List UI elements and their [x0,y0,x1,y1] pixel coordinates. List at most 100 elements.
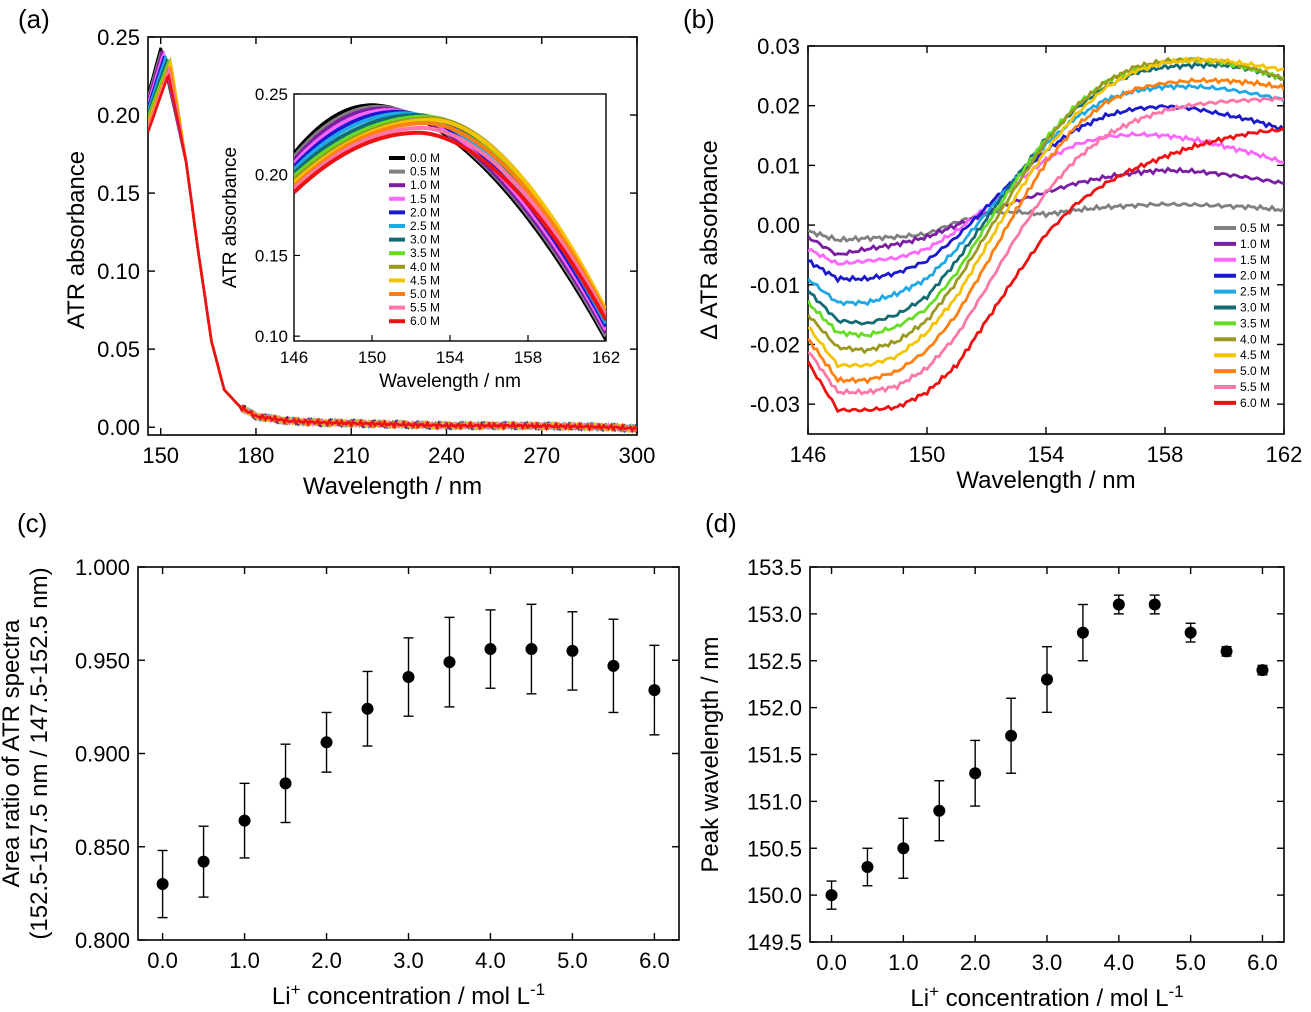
x-tick-label: 240 [428,443,465,468]
legend-label: 1.0 M [1240,237,1270,251]
inset-series-line [294,121,606,315]
panel-d: 0.0 1.0 2.0 3.0 4.0 5.0 6.0 149.5 150.0 150.5 151.… [697,508,1285,1012]
x-tick-label: 154 [1028,442,1065,467]
x-tick-label: 1.0 [888,950,919,975]
y-tick-label: 0.00 [97,415,140,440]
x-tick-label: 4.0 [475,948,506,973]
data-point [320,736,333,749]
data-point [484,643,497,656]
series-line [808,166,1284,257]
points [156,603,661,919]
x-tick-label: 2.0 [311,948,342,973]
inset-series-group [294,103,606,341]
panel-label: (d) [705,508,737,538]
legend-label: 3.0 M [1240,301,1270,315]
label-part: Li [272,983,291,1010]
x-tick-label: 146 [790,442,827,467]
legend-label: 4.0 M [1240,332,1270,346]
legend-label: 3.0 M [410,233,440,247]
y-tick-label: 0.800 [75,928,130,953]
x-tick-label: 2.0 [960,950,991,975]
data-point [933,804,946,817]
series-line [808,95,1284,396]
y-tick-label: 149.5 [747,930,802,955]
legend-label: 3.5 M [410,246,440,260]
y-tick-label: 0.05 [97,337,140,362]
legend-label: 2.0 M [1240,269,1270,283]
y-tick-label: 153.0 [747,602,802,627]
x-tick-label: 150 [909,442,946,467]
data-point [1148,598,1161,611]
x-tick-label: 210 [333,443,370,468]
inset-x-tick-label: 150 [358,348,386,367]
data-point [1005,729,1018,742]
data-point [566,644,579,657]
series-line [808,76,1284,385]
legend-label: 5.5 M [1240,380,1270,394]
legend-label: 1.0 M [410,178,440,192]
data-point [443,656,456,669]
superscript: -1 [530,980,545,999]
legend-label: 5.5 M [410,301,440,315]
x-tick-label: 5.0 [1175,950,1206,975]
inset-y-tick-label: 0.15 [255,246,288,265]
data-point [525,643,538,656]
inset-series-line [294,130,606,321]
y-axis-title: Peak wavelength / nm [697,636,724,872]
y-tick-label: 0.10 [97,259,140,284]
series-line [808,201,1284,243]
superscript: + [291,980,301,999]
data-point [361,702,374,715]
legend-label: 0.0 M [410,151,440,165]
x-tick-label: 270 [523,443,560,468]
data-point [648,684,661,697]
legend-label: 0.5 M [410,165,440,179]
y-tick-label: 152.5 [747,649,802,674]
series-group [808,55,1284,413]
inset-x-tick-label: 158 [514,348,542,367]
panel-c: 0.0 1.0 2.0 3.0 4.0 5.0 6.0 0.800 0.850 0.900 0.95… [0,508,680,1010]
x-tick-label: 3.0 [393,948,424,973]
inset-x-tick-label: 154 [436,348,464,367]
data-point [1076,626,1089,639]
y-tick-label: 0.20 [97,103,140,128]
y-tick-label: 0.850 [75,835,130,860]
legend-label: 4.0 M [410,260,440,274]
series-line [808,127,1284,413]
legend-label: 2.0 M [410,205,440,219]
data-point [197,855,210,868]
x-tick-label: 150 [142,443,179,468]
x-tick-label: 180 [238,443,275,468]
legend-label: 0.5 M [1240,221,1270,235]
x-tick-label: 0.0 [816,950,847,975]
data-point [1256,664,1269,677]
plot-frame [147,36,638,436]
legend-label: 5.0 M [410,287,440,301]
y-axis-title-line2: (152.5-157.5 nm / 147.5-152.5 nm) [26,567,53,939]
y-tick-label: 0.15 [97,181,140,206]
panel-label: (b) [683,4,715,34]
inset-x-tick-label: 162 [592,348,620,367]
x-tick-label: 6.0 [639,948,670,973]
y-tick-label: 152.0 [747,696,802,721]
x-axis-title: Wavelength / nm [303,473,482,500]
y-tick-label: -0.01 [750,273,800,298]
y-axis-title: ATR absorbance [63,151,90,329]
inset-series-line [294,125,606,318]
x-tick-label: 4.0 [1104,950,1135,975]
legend-label: 3.5 M [1240,316,1270,330]
superscript: -1 [1168,982,1183,1001]
plot-frame [137,566,680,941]
y-tick-label: -0.03 [750,392,800,417]
y-axis-title: Δ ATR absorbance [696,140,723,340]
data-point [1041,673,1053,686]
legend-label: 6.0 M [1240,396,1270,410]
y-tick-label: 0.01 [757,153,800,178]
x-tick-label: 3.0 [1032,950,1063,975]
y-tick-label: 150.5 [747,836,802,861]
x-tick-label: 0.0 [147,948,178,973]
panel-a: 150 180 210 240 270 300 0.00 0.05 0.10 0.15 0.20 0.… [18,4,655,500]
panel-label: (a) [18,4,50,34]
legend-label: 2.5 M [410,219,440,233]
